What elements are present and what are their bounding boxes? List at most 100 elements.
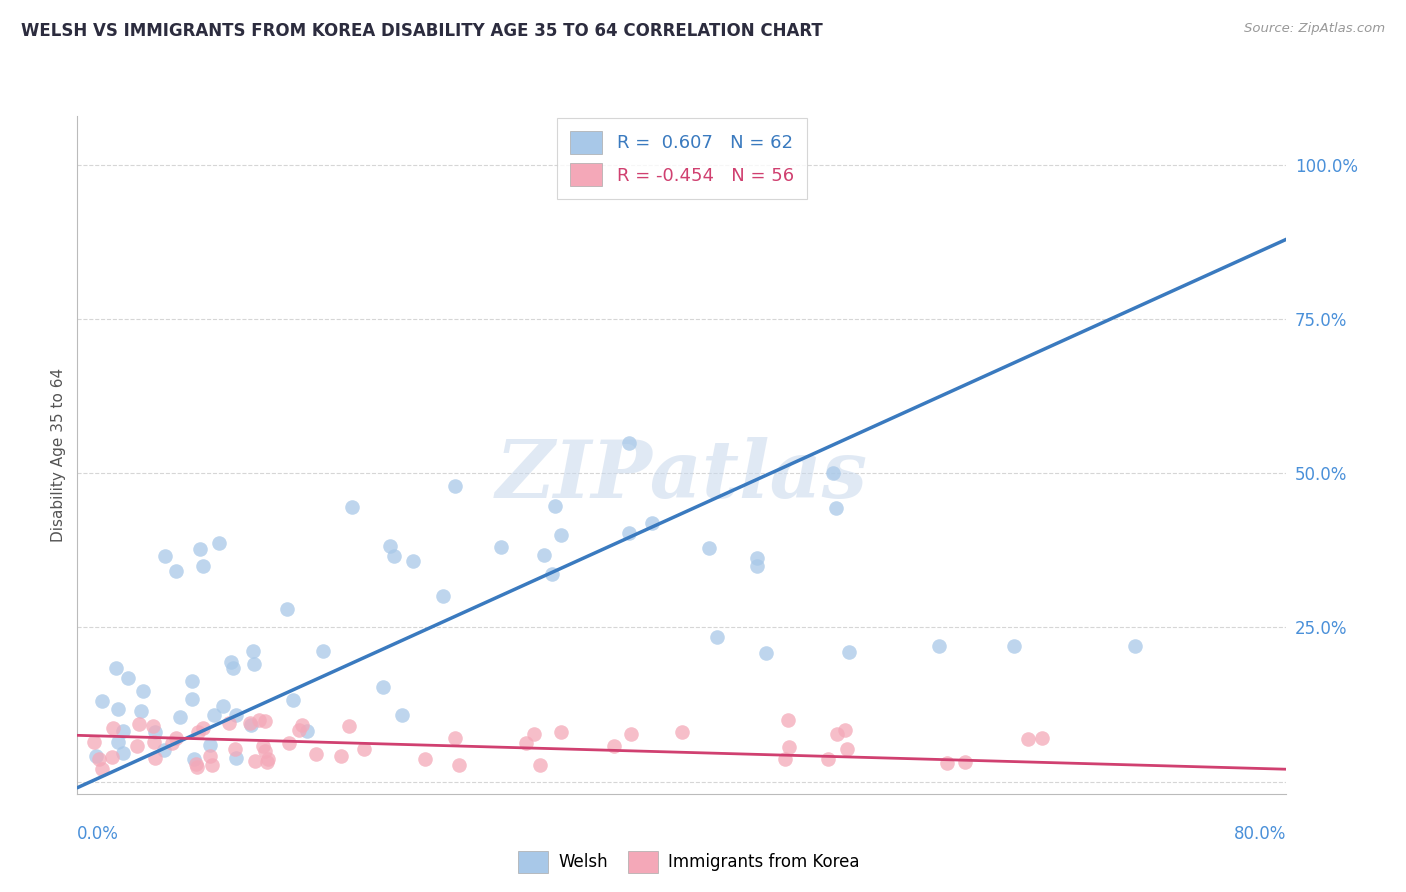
Point [107,702,129,716]
Point [132,684,155,698]
Point [745,551,768,566]
Point [1123,639,1146,653]
Point [291,718,314,732]
Point [353,742,375,756]
Point [817,752,839,766]
Point [287,723,309,737]
Point [544,500,567,514]
Point [778,739,800,754]
Point [953,755,976,769]
Point [254,744,277,758]
Point [84,749,107,764]
Text: Source: ZipAtlas.com: Source: ZipAtlas.com [1244,22,1385,36]
Point [256,752,278,766]
Point [295,723,318,738]
Point [218,715,240,730]
Point [432,589,454,603]
Point [283,693,305,707]
Point [143,735,166,749]
Point [312,644,335,658]
Point [699,541,721,555]
Legend: R =  0.607   N = 62, R = -0.454   N = 56: R = 0.607 N = 62, R = -0.454 N = 56 [557,119,807,199]
Legend: Welsh, Immigrants from Korea: Welsh, Immigrants from Korea [512,845,866,880]
Point [222,661,245,675]
Point [129,704,152,718]
Point [276,601,298,615]
Point [162,735,184,749]
Point [671,725,693,739]
Point [107,735,129,749]
Point [340,500,363,515]
Point [603,739,626,753]
Point [641,516,664,530]
Point [117,672,139,686]
Y-axis label: Disability Age 35 to 64: Disability Age 35 to 64 [51,368,66,542]
Point [1031,731,1053,746]
Point [181,692,204,706]
Point [706,630,728,644]
Point [239,716,262,731]
Point [371,680,394,694]
Point [145,750,167,764]
Point [523,726,546,740]
Point [747,558,769,573]
Point [208,536,231,550]
Point [142,719,165,733]
Point [515,736,537,750]
Text: 0.0%: 0.0% [77,825,120,843]
Point [187,725,209,739]
Point [190,542,212,557]
Text: WELSH VS IMMIGRANTS FROM KOREA DISABILITY AGE 35 TO 64 CORRELATION CHART: WELSH VS IMMIGRANTS FROM KOREA DISABILIT… [21,22,823,40]
Point [444,731,467,746]
Point [247,713,270,727]
Point [186,760,208,774]
Point [225,708,247,723]
Point [91,762,114,776]
Point [391,708,413,723]
Point [242,643,264,657]
Point [330,749,353,764]
Point [378,539,401,553]
Point [278,736,301,750]
Point [1017,732,1039,747]
Point [193,721,215,735]
Point [252,739,274,753]
Point [834,723,856,737]
Point [153,549,176,564]
Point [540,566,562,581]
Point [619,525,641,540]
Point [489,541,512,555]
Point [382,549,405,563]
Point [305,747,328,761]
Point [169,710,191,724]
Point [165,731,187,745]
Point [87,752,110,766]
Point [101,749,124,764]
Point [198,749,221,764]
Point [181,673,204,688]
Point [402,554,425,568]
Point [211,698,233,713]
Point [337,719,360,733]
Point [239,717,262,731]
Point [776,713,799,727]
Point [91,694,114,708]
Point [143,725,166,739]
Point [198,738,221,752]
Point [111,724,134,739]
Text: ZIPatlas: ZIPatlas [496,436,868,514]
Point [153,743,176,757]
Point [533,548,555,562]
Point [620,726,643,740]
Point [413,752,436,766]
Point [773,752,796,766]
Point [755,646,778,660]
Point [936,756,959,770]
Point [838,645,860,659]
Point [245,754,267,768]
Point [201,758,224,772]
Point [111,746,134,760]
Point [83,735,105,749]
Point [529,757,551,772]
Point [253,714,276,729]
